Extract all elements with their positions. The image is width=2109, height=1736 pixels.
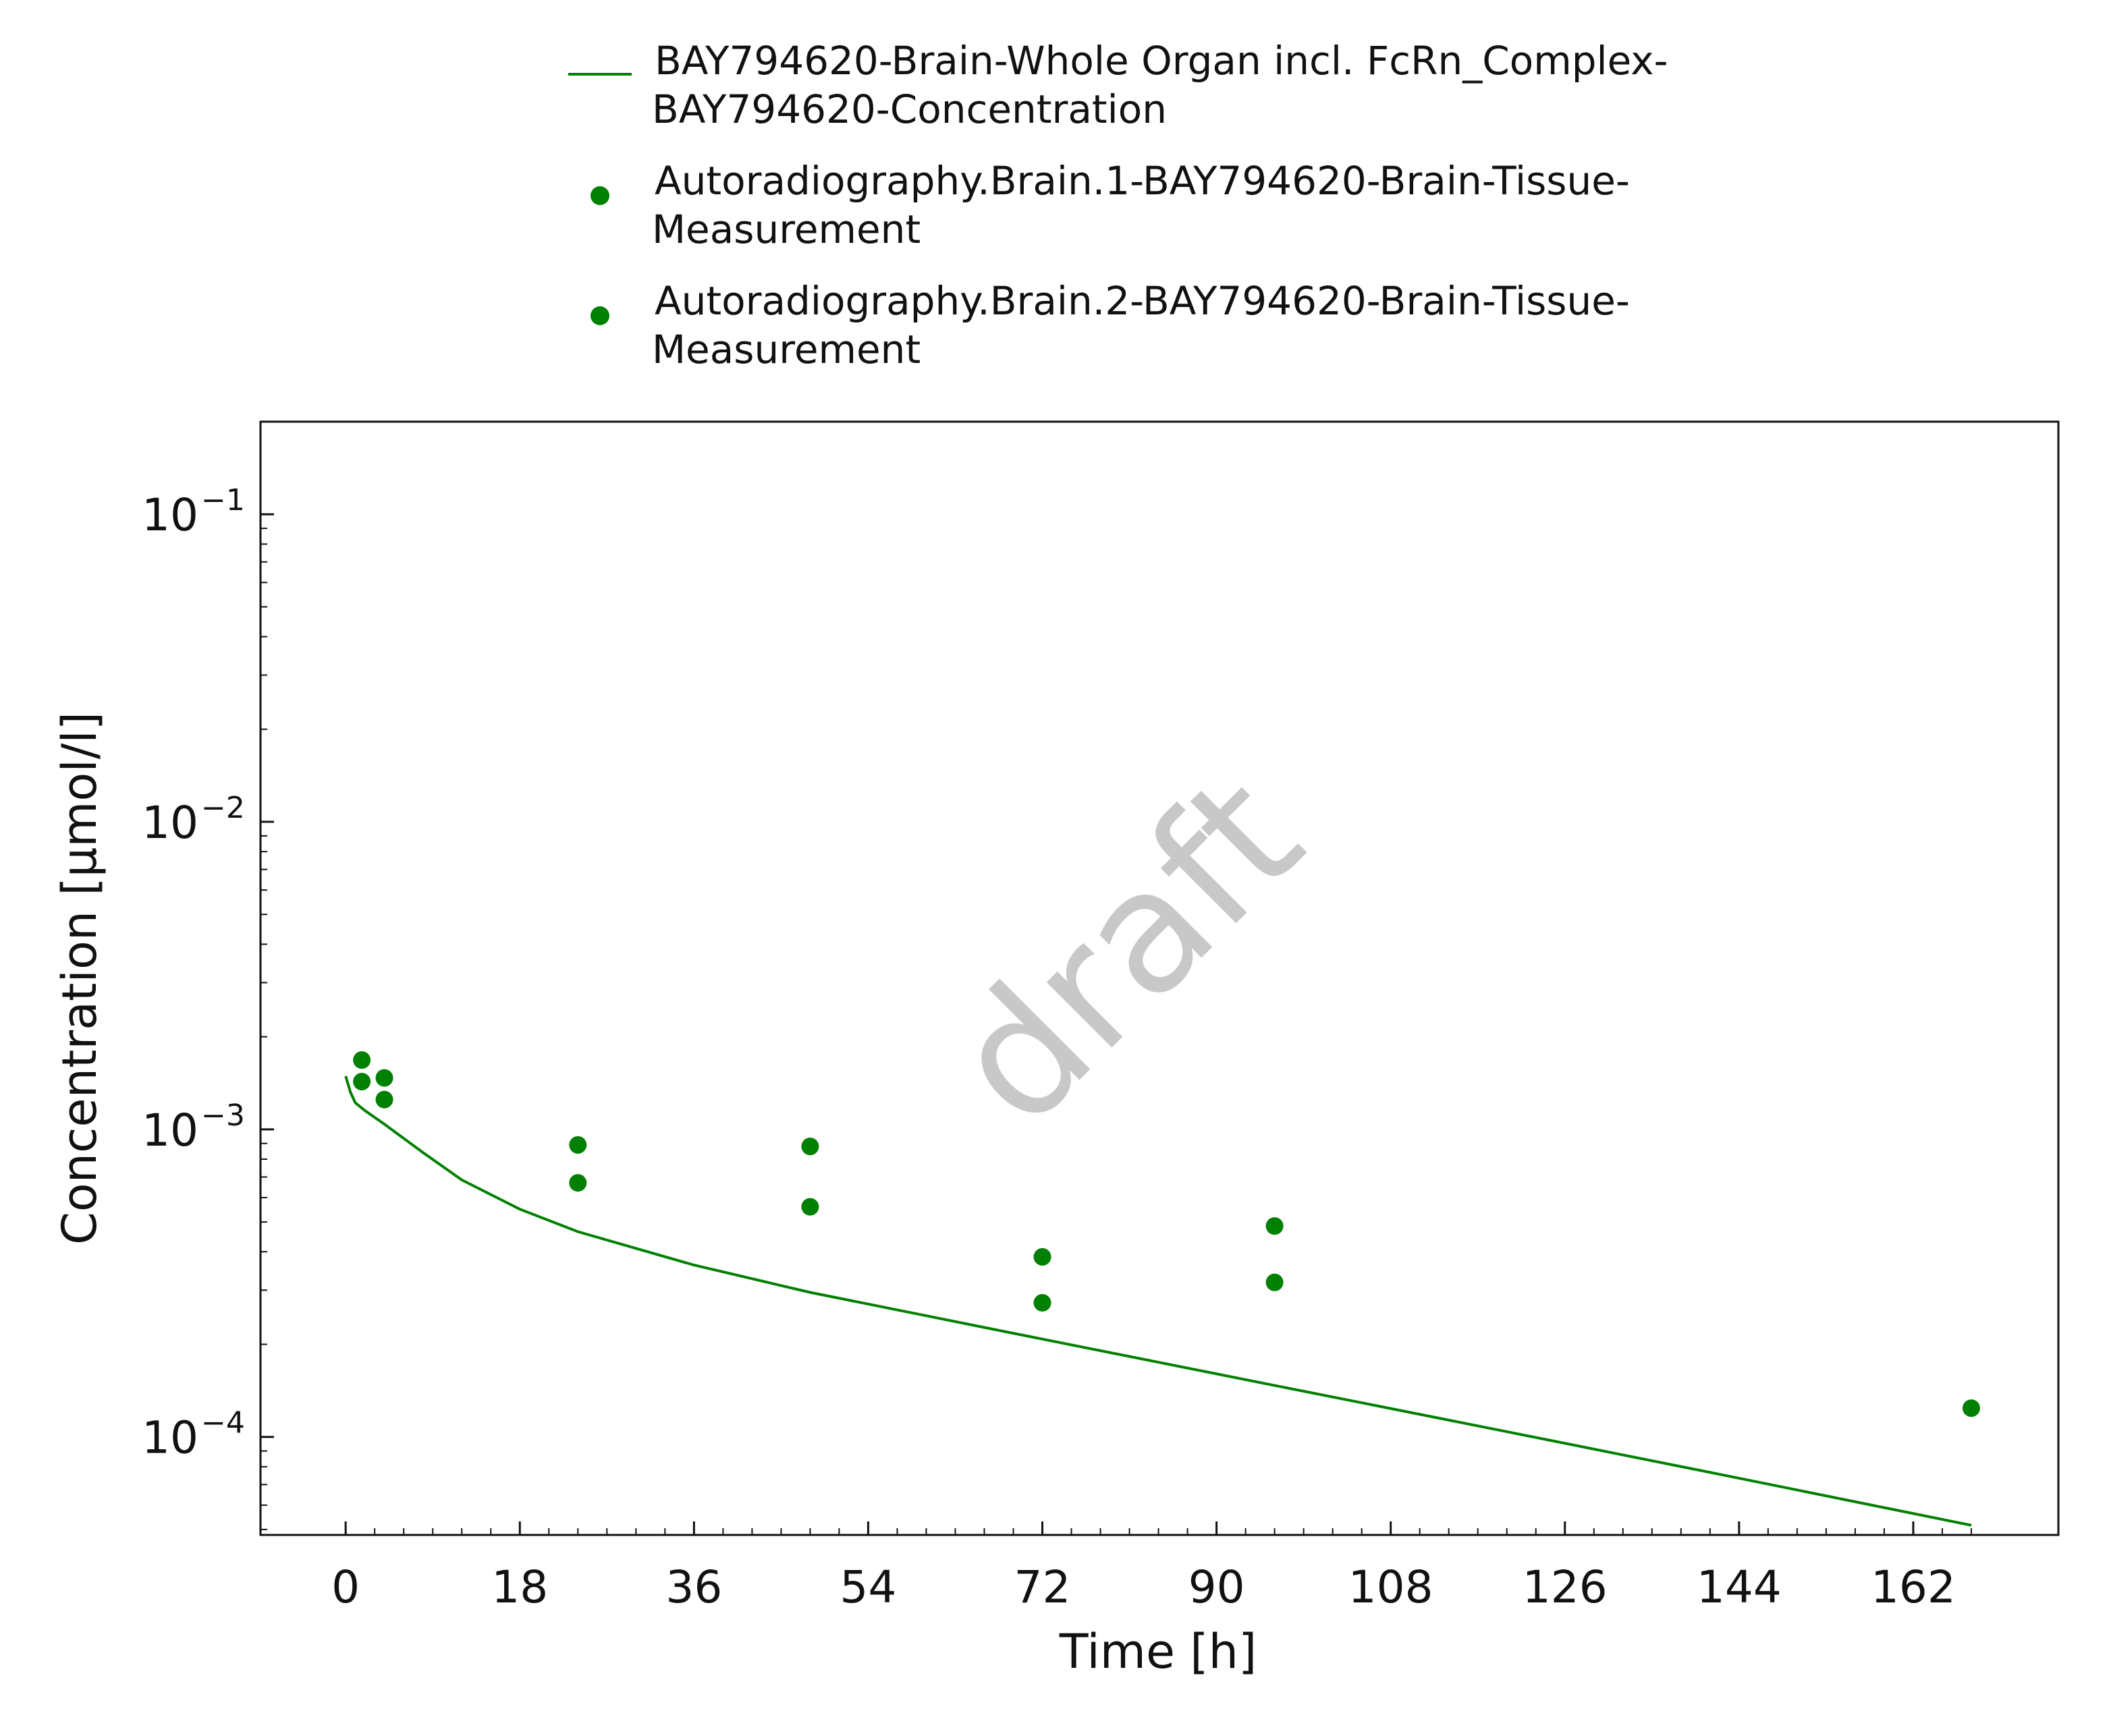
- legend-entry-simulation-line2: BAY794620-Concentration: [652, 86, 1167, 132]
- x-axis-title: Time [h]: [1059, 1624, 1257, 1679]
- measurement-point: [353, 1051, 371, 1069]
- x-tick-label: 72: [1014, 1561, 1071, 1613]
- y-tick-label: 10: [142, 489, 198, 541]
- measurement-point: [375, 1069, 393, 1087]
- legend-entry-brain-1-line1: Autoradiography.Brain.1-BAY794620-Brain-…: [655, 158, 1630, 204]
- measurement-point: [569, 1136, 587, 1154]
- x-tick-label: 108: [1348, 1561, 1433, 1613]
- x-axis: 0 18 36 54 72 90 108 126 144 162: [331, 1521, 1972, 1613]
- measurement-point: [801, 1138, 819, 1156]
- measurement-point: [353, 1073, 371, 1091]
- y-tick-label: 10: [142, 797, 198, 849]
- x-tick-label: 54: [840, 1561, 896, 1613]
- legend-entry-brain-2-line2: Measurement: [652, 327, 921, 372]
- simulation-line: [344, 1075, 1972, 1527]
- legend-entry-brain-2-line1: Autoradiography.Brain.2-BAY794620-Brain-…: [655, 278, 1630, 324]
- x-tick-label: 144: [1697, 1561, 1782, 1613]
- series-layer: [344, 1051, 1980, 1527]
- x-tick-label: 90: [1188, 1561, 1245, 1613]
- measurement-point: [801, 1198, 819, 1216]
- x-tick-label: 126: [1523, 1561, 1608, 1613]
- y-tick-exponent: −3: [201, 1098, 245, 1133]
- y-tick-exponent: −4: [201, 1406, 245, 1440]
- legend-marker-brain-1: [591, 186, 609, 205]
- legend-marker-brain-2: [591, 306, 609, 325]
- x-tick-label: 0: [331, 1561, 360, 1613]
- measurement-point: [375, 1090, 393, 1109]
- y-tick-exponent: −1: [201, 483, 245, 517]
- measurement-point: [1033, 1293, 1051, 1312]
- x-tick-label: 162: [1871, 1561, 1956, 1613]
- draft-watermark: draft: [914, 739, 1338, 1162]
- plot-area-frame: [259, 420, 2060, 1536]
- x-tick-label: 18: [491, 1561, 548, 1613]
- y-tick-exponent: −2: [201, 791, 245, 825]
- legend-entry-brain-1-line2: Measurement: [652, 206, 921, 252]
- legend-entry-simulation-line1: BAY794620-Brain-Whole Organ incl. FcRn_C…: [655, 38, 1668, 84]
- y-tick-label: 10: [142, 1104, 198, 1156]
- y-axis: 10−110−210−310−4: [142, 421, 274, 1530]
- measurement-point: [1962, 1399, 1980, 1418]
- measurement-point: [1265, 1273, 1284, 1291]
- measurement-point: [1033, 1248, 1051, 1266]
- x-tick-label: 36: [665, 1561, 722, 1613]
- y-tick-label: 10: [142, 1412, 198, 1464]
- y-axis-title: Concentration [µmol/l]: [52, 712, 107, 1245]
- measurement-point: [1265, 1217, 1284, 1235]
- legend: BAY794620-Brain-Whole Organ incl. FcRn_C…: [568, 38, 1668, 372]
- measurement-point: [569, 1174, 587, 1192]
